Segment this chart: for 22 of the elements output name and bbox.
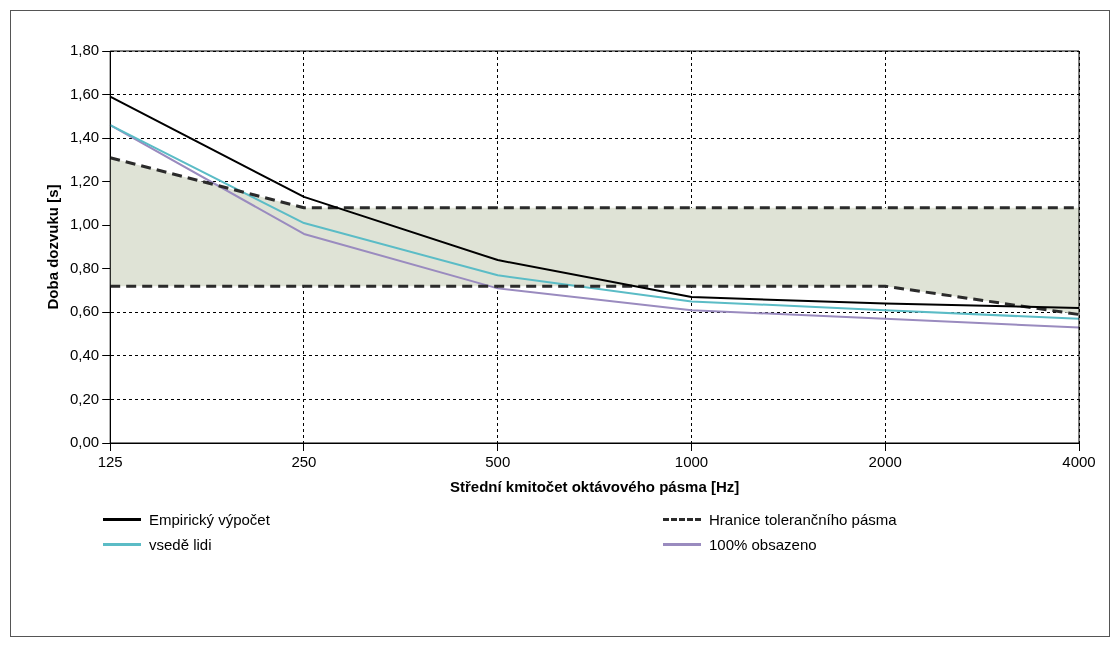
x-axis-title: Střední kmitočet oktávového pásma [Hz]: [449, 478, 740, 496]
y-tick-label: 1,80: [69, 41, 100, 59]
y-tick-label: 1,00: [69, 215, 100, 233]
y-tick-label: 1,60: [69, 84, 100, 102]
y-axis-title: Doba dozvuku [s]: [44, 184, 62, 310]
y-tick-label: 0,80: [69, 258, 100, 276]
legend-label: Empirický výpočet: [149, 511, 270, 528]
y-tick-label: 0,20: [69, 389, 100, 407]
legend-label: vsedě lidi: [149, 536, 212, 553]
x-tick-label: 2000: [868, 453, 902, 471]
x-tick-label: 500: [485, 453, 511, 471]
x-tick-label: 125: [97, 453, 123, 471]
y-tick-label: 0,60: [69, 302, 100, 320]
x-tick-label: 250: [291, 453, 317, 471]
y-tick-label: 0,00: [69, 433, 100, 451]
x-tick-label: 4000: [1062, 453, 1096, 471]
legend-label: 100% obsazeno: [709, 536, 817, 553]
y-tick-label: 0,40: [69, 346, 100, 364]
y-tick-label: 1,40: [69, 128, 100, 146]
y-tick-label: 1,20: [69, 171, 100, 189]
x-tick-label: 1000: [674, 453, 709, 471]
legend-label: Hranice tolerančního pásma: [709, 511, 897, 528]
